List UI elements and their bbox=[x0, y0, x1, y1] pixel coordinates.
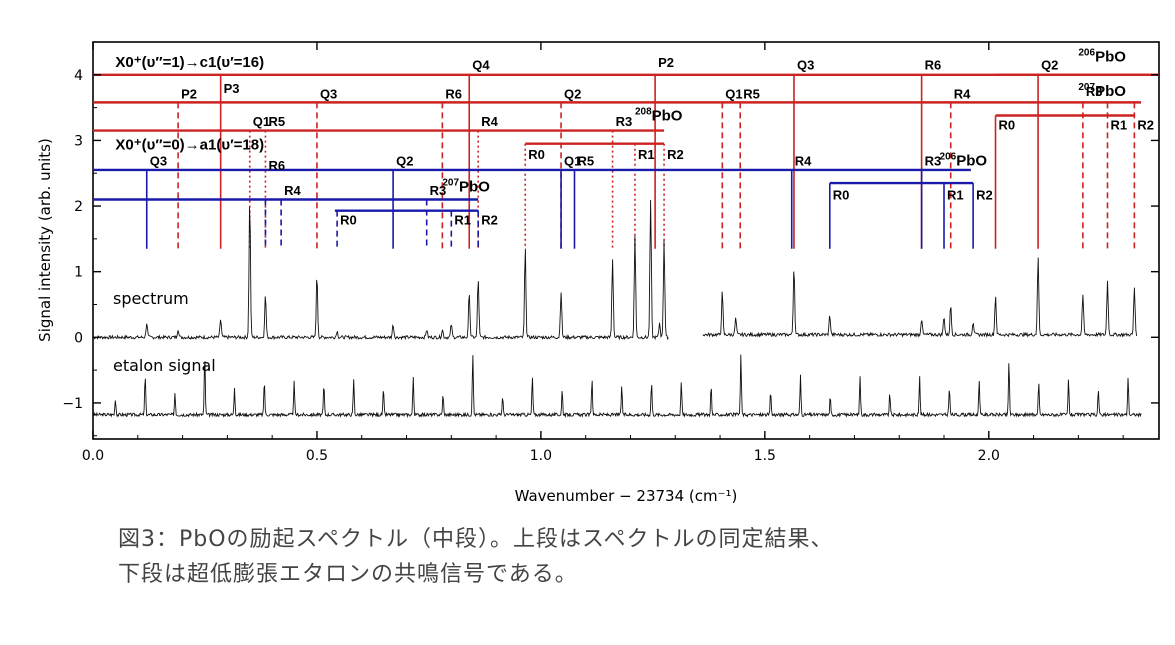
assignment-label: R0 bbox=[528, 147, 545, 162]
transition-label: X0⁺(υ″=0)→a1(υ′=18) bbox=[115, 137, 264, 154]
isotope-label: 206PbO bbox=[940, 151, 988, 169]
y-tick-label: 4 bbox=[74, 68, 83, 84]
assignment-label: R6 bbox=[445, 86, 462, 101]
assignment-label: R2 bbox=[667, 147, 684, 162]
y-tick-label: 0 bbox=[74, 330, 83, 346]
assignment-label: R1 bbox=[638, 147, 655, 162]
isotope-label: 207PbO bbox=[442, 178, 490, 196]
assignment-label: R0 bbox=[833, 187, 850, 202]
y-tick-label: 3 bbox=[74, 133, 83, 149]
caption-line-1: 図3：PbOの励起スペクトル（中段）。上段はスペクトルの同定結果、 bbox=[118, 527, 834, 552]
assignment-label: P2 bbox=[658, 55, 674, 70]
x-tick-label: 0.0 bbox=[82, 448, 104, 464]
assignment-label: R0 bbox=[340, 212, 357, 227]
assignment-label: Q2 bbox=[1041, 58, 1058, 73]
etalon-label: etalon signal bbox=[113, 356, 216, 375]
assignment-label: R5 bbox=[743, 86, 760, 101]
assignment-label: Q1 bbox=[564, 153, 581, 168]
assignment-label: R6 bbox=[268, 158, 285, 173]
assignment-label: R4 bbox=[954, 86, 971, 101]
isotope-label: 206PbO bbox=[1078, 48, 1126, 66]
x-tick-label: 1.5 bbox=[754, 448, 776, 464]
axis-ticks: 0.0 0.5 1.0 1.5 2.0 −1 0 1 2 3 4 bbox=[62, 41, 1159, 464]
assignment-label: R2 bbox=[1137, 117, 1154, 132]
caption-line-2: 下段は超低膨張エタロンの共鳴信号である。 bbox=[118, 562, 578, 587]
assignment-annotations: X0⁺(υ″=1)→c1(υ′=16) P3 206PbO Q4 P2 Q3 R6 Q2 207… bbox=[93, 48, 1159, 249]
assignment-label: P2 bbox=[181, 86, 197, 101]
isotope-label: 207PbO bbox=[1078, 82, 1126, 100]
etalon-trace bbox=[92, 354, 1142, 419]
assignment-label: R1 bbox=[947, 187, 964, 202]
assignment-label: R5 bbox=[268, 114, 285, 129]
x-axis-title: Wavenumber − 23734 (cm⁻¹) bbox=[515, 487, 738, 505]
y-axis-title: Signal intensity (arb. units) bbox=[36, 138, 54, 342]
assignment-label: Q2 bbox=[564, 86, 581, 101]
spectrum-chart: X0⁺(υ″=1)→c1(υ′=16) P3 206PbO Q4 P2 Q3 R6 Q2 207… bbox=[36, 41, 1160, 505]
spectrum-label: spectrum bbox=[113, 289, 189, 308]
assignment-label: Q3 bbox=[150, 153, 167, 168]
assignment-label: Q3 bbox=[797, 58, 814, 73]
assignment-label: Q4 bbox=[472, 58, 490, 73]
y-tick-label: 1 bbox=[74, 265, 83, 281]
assignment-label: R5 bbox=[577, 153, 594, 168]
assignment-label: R3 bbox=[925, 153, 942, 168]
plot-frame bbox=[92, 41, 1160, 440]
assignment-label: R2 bbox=[481, 212, 498, 227]
x-tick-label: 0.5 bbox=[306, 448, 328, 464]
assignment-label: R4 bbox=[481, 114, 498, 129]
assignment-label: Q3 bbox=[320, 86, 337, 101]
assignment-label: R4 bbox=[284, 183, 301, 198]
assignment-label: Q1 bbox=[253, 114, 270, 129]
assignment-label: P3 bbox=[224, 81, 240, 96]
assignment-label: R1 bbox=[1110, 117, 1127, 132]
assignment-label: R0 bbox=[999, 117, 1016, 132]
figure-caption: 図3：PbOの励起スペクトル（中段）。上段はスペクトルの同定結果、 下段は超低膨… bbox=[118, 522, 1158, 592]
assignment-label: Q1 bbox=[725, 86, 742, 101]
assignment-label: R2 bbox=[976, 187, 993, 202]
x-tick-label: 1.0 bbox=[530, 448, 552, 464]
assignment-label: R1 bbox=[454, 212, 471, 227]
isotope-label: 208PbO bbox=[635, 107, 683, 125]
assignment-label: R3 bbox=[616, 114, 633, 129]
assignment-label: R3 bbox=[1086, 84, 1103, 99]
y-tick-label: −1 bbox=[62, 396, 83, 412]
assignment-label: Q2 bbox=[396, 153, 413, 168]
assignment-label: R6 bbox=[925, 58, 942, 73]
y-tick-label: 2 bbox=[74, 199, 83, 215]
assignment-label: R3 bbox=[430, 183, 447, 198]
assignment-label: R4 bbox=[795, 153, 812, 168]
x-tick-label: 2.0 bbox=[978, 448, 1000, 464]
transition-label: X0⁺(υ″=1)→c1(υ′=16) bbox=[115, 54, 264, 71]
spectrum-trace bbox=[92, 199, 1138, 341]
